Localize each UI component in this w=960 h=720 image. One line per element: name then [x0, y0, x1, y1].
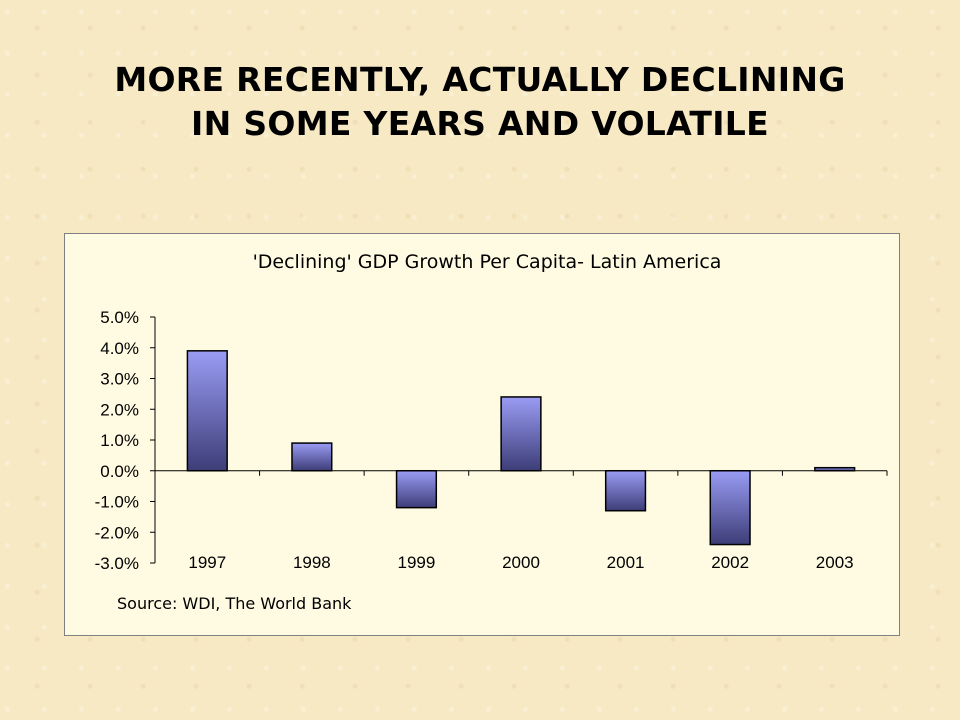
- x-tick-label: 2001: [607, 553, 645, 572]
- chart-frame: 'Declining' GDP Growth Per Capita- Latin…: [64, 233, 900, 636]
- bar-1997: [186, 350, 228, 472]
- x-tick-label: 1997: [188, 553, 226, 572]
- slide-title: MORE RECENTLY, ACTUALLY DECLINING IN SOM…: [0, 58, 960, 146]
- y-tick-label: 2.0%: [100, 400, 139, 419]
- y-tick-label: 5.0%: [100, 308, 139, 327]
- x-tick-label: 2002: [711, 553, 749, 572]
- y-tick-label: -3.0%: [95, 554, 139, 573]
- chart-source: Source: WDI, The World Bank: [117, 594, 352, 613]
- chart-bars: [186, 350, 856, 546]
- x-tick-label: 2003: [816, 553, 854, 572]
- bar-2001: [604, 470, 647, 512]
- y-tick-label: 3.0%: [100, 370, 139, 389]
- chart-title: 'Declining' GDP Growth Per Capita- Latin…: [253, 251, 722, 273]
- chart-labels: 5.0% 4.0% 3.0% 2.0% 1.0% 0.0% -1.0% -2.0% -3.0% 1…: [95, 308, 854, 573]
- y-tick-label: -1.0%: [95, 493, 139, 512]
- y-tick-label: 1.0%: [100, 431, 139, 450]
- x-tick-label: 2000: [502, 553, 540, 572]
- bar-2002: [709, 470, 751, 546]
- y-tick-label: 4.0%: [100, 339, 139, 358]
- bar-1998: [291, 442, 333, 472]
- bar-2000: [500, 396, 542, 472]
- y-tick-label: 0.0%: [100, 462, 139, 481]
- bar-1999: [395, 470, 438, 509]
- slide-title-line-2: IN SOME YEARS AND VOLATILE: [191, 104, 769, 143]
- bar-2003: [814, 466, 856, 472]
- y-tick-label: -2.0%: [95, 523, 139, 542]
- x-tick-label: 1998: [293, 553, 331, 572]
- x-tick-label: 1999: [398, 553, 436, 572]
- slide-title-line-1: MORE RECENTLY, ACTUALLY DECLINING: [114, 60, 846, 99]
- bar-chart: 'Declining' GDP Growth Per Capita- Latin…: [95, 251, 888, 613]
